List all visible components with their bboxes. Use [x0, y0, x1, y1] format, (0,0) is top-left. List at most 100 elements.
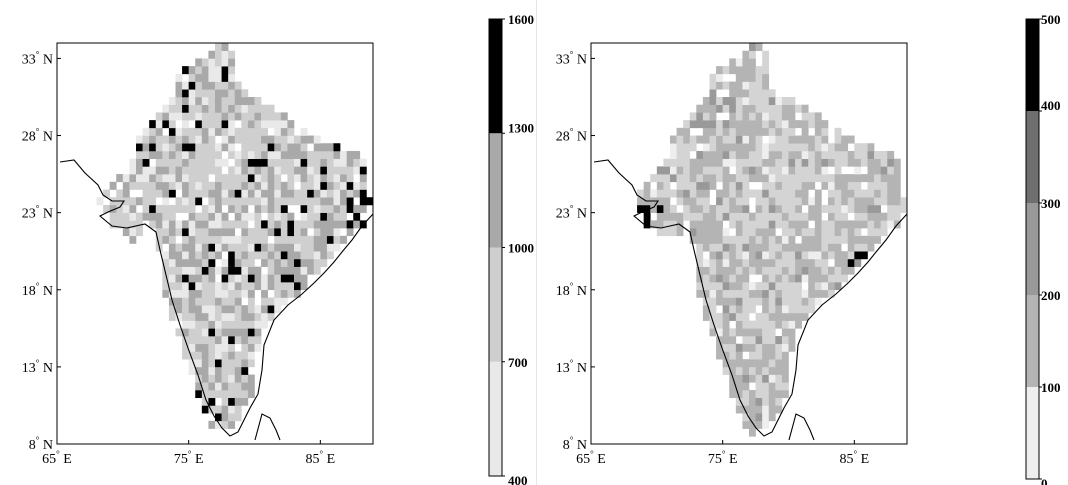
grid-cell — [333, 143, 341, 152]
grid-cell — [834, 243, 842, 252]
grid-cell — [735, 174, 743, 183]
grid-cell — [221, 50, 229, 59]
grid-cell — [122, 181, 130, 190]
grid-cell — [326, 212, 334, 221]
grid-cell — [280, 112, 288, 121]
grid-cell — [155, 228, 163, 237]
grid-cell — [109, 220, 117, 229]
grid-cell — [729, 282, 737, 291]
grid-cell — [716, 143, 723, 152]
grid-cell — [749, 120, 756, 129]
grid-cell — [887, 212, 895, 221]
grid-cell — [320, 204, 328, 213]
grid-cell — [735, 127, 743, 136]
grid-cell — [768, 96, 776, 105]
grid-cell — [320, 150, 328, 159]
grid-cell — [280, 274, 288, 283]
grid-cell — [755, 397, 763, 406]
lon-tick: 85° E — [839, 440, 869, 467]
grid-cell — [168, 251, 176, 260]
grid-cell — [215, 174, 222, 183]
grid-cell — [254, 312, 262, 321]
grid-cell — [788, 96, 796, 105]
grid-cell — [300, 258, 308, 267]
grid-cell — [808, 251, 816, 260]
grid-cell — [702, 166, 710, 175]
grid-cell — [149, 135, 157, 144]
grid-cell — [208, 328, 216, 337]
grid-cell — [241, 181, 249, 190]
colorbar-band — [489, 361, 502, 476]
grid-cell — [175, 81, 183, 90]
grid-cell — [116, 189, 124, 198]
grid-cell — [294, 174, 301, 183]
grid-cell — [353, 181, 361, 190]
grid-cell — [709, 235, 717, 244]
grid-cell — [755, 189, 763, 198]
grid-cell — [261, 228, 268, 237]
grid-cell — [749, 174, 756, 183]
grid-cell — [333, 166, 341, 175]
lat-tick-label: 8° N — [563, 435, 587, 453]
grid-cell — [313, 251, 321, 260]
grid-cell — [228, 120, 236, 129]
grid-cell — [234, 135, 242, 144]
lat-tick-label: 23° N — [556, 204, 587, 222]
grid-cell — [201, 397, 209, 406]
grid-cell — [775, 374, 783, 383]
grid-cell — [729, 104, 737, 113]
grid-cell — [182, 258, 189, 267]
grid-cell — [893, 174, 901, 183]
grid-cell — [300, 228, 308, 237]
grid-cell — [307, 204, 315, 213]
grid-cell — [168, 166, 176, 175]
grid-cell — [775, 274, 783, 283]
map-frame — [590, 42, 908, 445]
grid-cell — [742, 312, 750, 321]
grid-cell — [637, 204, 644, 213]
grid-cell — [775, 397, 783, 406]
grid-cell — [749, 81, 756, 90]
grid-cell — [755, 382, 763, 391]
grid-cell — [234, 320, 242, 329]
grid-cell — [142, 212, 150, 221]
grid-cell — [762, 397, 770, 406]
grid-cell — [768, 89, 776, 98]
grid-cell — [755, 312, 763, 321]
grid-cell — [254, 96, 262, 105]
grid-cell — [241, 312, 249, 321]
grid-cell — [775, 312, 783, 321]
grid-cell — [326, 243, 334, 252]
grid-cell — [208, 104, 216, 113]
grid-cell — [676, 143, 684, 152]
grid-cell — [201, 66, 209, 75]
grid-cell — [808, 266, 816, 275]
grid-cell — [808, 258, 816, 267]
grid-cell — [215, 112, 222, 121]
grid-cell — [241, 89, 249, 98]
srilanka-coast — [788, 413, 815, 441]
grid-cell — [729, 297, 737, 306]
grid-cell — [313, 235, 321, 244]
grid-cell — [749, 220, 756, 229]
grid-cell — [775, 258, 783, 267]
grid-cell — [834, 235, 842, 244]
grid-cell — [129, 174, 137, 183]
grid-cell — [795, 158, 802, 167]
grid-cell — [221, 343, 229, 352]
grid-cell — [182, 343, 189, 352]
grid-cell — [188, 73, 196, 82]
grid-cell — [201, 243, 209, 252]
grid-cell — [696, 158, 704, 167]
grid-cell — [755, 320, 763, 329]
grid-cell — [781, 143, 789, 152]
grid-cell — [808, 282, 816, 291]
grid-cell — [709, 181, 717, 190]
grid-cell — [762, 220, 770, 229]
grid-cell — [294, 228, 301, 237]
grid-cell — [103, 204, 110, 213]
grid-cell — [287, 166, 295, 175]
grid-cell — [261, 174, 268, 183]
grid-cell — [814, 212, 822, 221]
grid-cell — [359, 189, 367, 198]
